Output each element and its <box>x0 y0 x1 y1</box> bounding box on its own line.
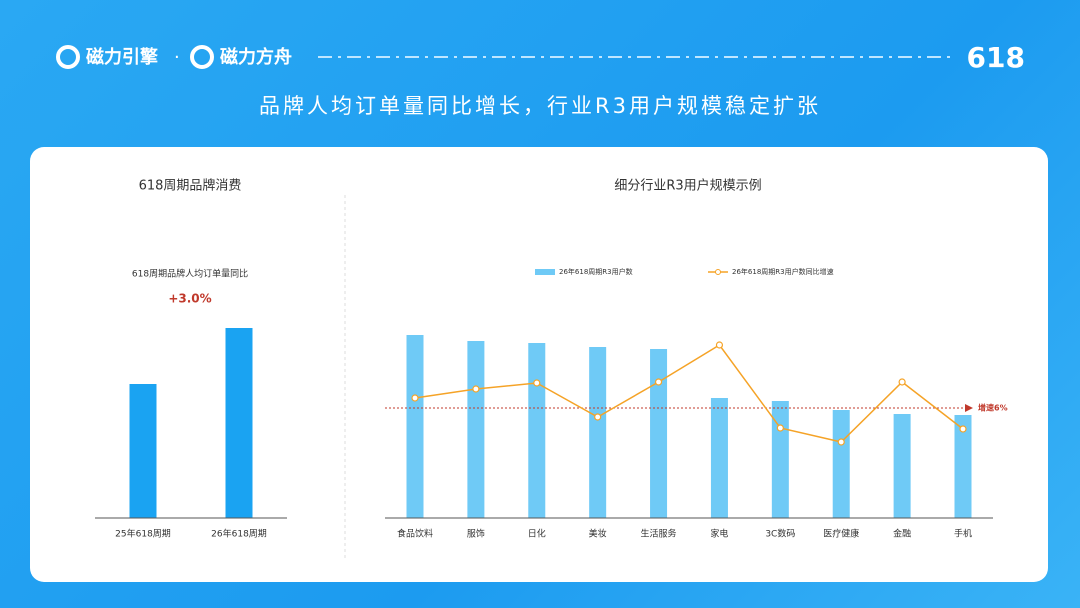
x-tick-label: 美妆 <box>589 528 607 540</box>
point <box>837 438 845 446</box>
separator: · <box>174 47 180 68</box>
brand: 磁力引擎 <box>86 46 158 68</box>
point <box>472 385 480 393</box>
bar <box>467 341 485 518</box>
logo-icon <box>190 45 214 69</box>
bar <box>954 415 972 518</box>
bar <box>710 398 728 518</box>
point <box>776 424 784 432</box>
brand: 磁力方舟 <box>220 46 292 68</box>
reference-arrow <box>965 404 973 412</box>
reference-label: 增速6% <box>978 403 1008 413</box>
bar <box>589 347 607 518</box>
chart-subtitle: 618周期品牌人均订单量同比 <box>132 268 248 280</box>
x-tick-label: 25年618周期 <box>115 528 171 540</box>
annotation: +3.0% <box>168 292 211 306</box>
bar <box>771 401 789 518</box>
legend-marker <box>715 269 721 275</box>
x-tick-label: 金融 <box>893 528 911 540</box>
bar <box>528 343 546 518</box>
point <box>898 378 906 386</box>
bar <box>406 335 424 518</box>
line <box>414 344 964 443</box>
bar <box>893 414 911 518</box>
x-tick-label: 3C数码 <box>765 528 795 540</box>
x-tick-label: 食品饮料 <box>397 528 433 540</box>
x-tick-label: 手机 <box>954 528 972 540</box>
point <box>959 425 967 433</box>
x-tick-label: 医疗健康 <box>823 528 859 540</box>
legend-swatch <box>535 269 555 275</box>
legend-label: 26年618周期R3用户数 <box>559 267 633 276</box>
x-tick-label: 生活服务 <box>641 528 677 540</box>
bar <box>650 349 668 518</box>
point <box>594 413 602 421</box>
slide-title: 品牌人均订单量同比增长，行业R3用户规模稳定扩张 <box>259 94 821 118</box>
point <box>715 341 724 349</box>
chart-title: 细分行业R3用户规模示例 <box>614 178 761 194</box>
x-tick-label: 日化 <box>528 528 546 540</box>
bar <box>129 384 157 518</box>
x-tick-label: 家电 <box>710 528 728 540</box>
legend-label: 26年618周期R3用户数同比增速 <box>732 267 834 276</box>
point <box>533 379 541 387</box>
bar <box>225 328 253 518</box>
x-tick-label: 26年618周期 <box>211 528 267 540</box>
point <box>411 394 419 402</box>
x-tick-label: 服饰 <box>467 528 485 540</box>
point <box>654 378 663 386</box>
bar <box>832 410 850 518</box>
chart-title: 618周期品牌消费 <box>139 178 242 194</box>
badge: 618 <box>967 41 1025 74</box>
logo-icon <box>56 45 80 69</box>
